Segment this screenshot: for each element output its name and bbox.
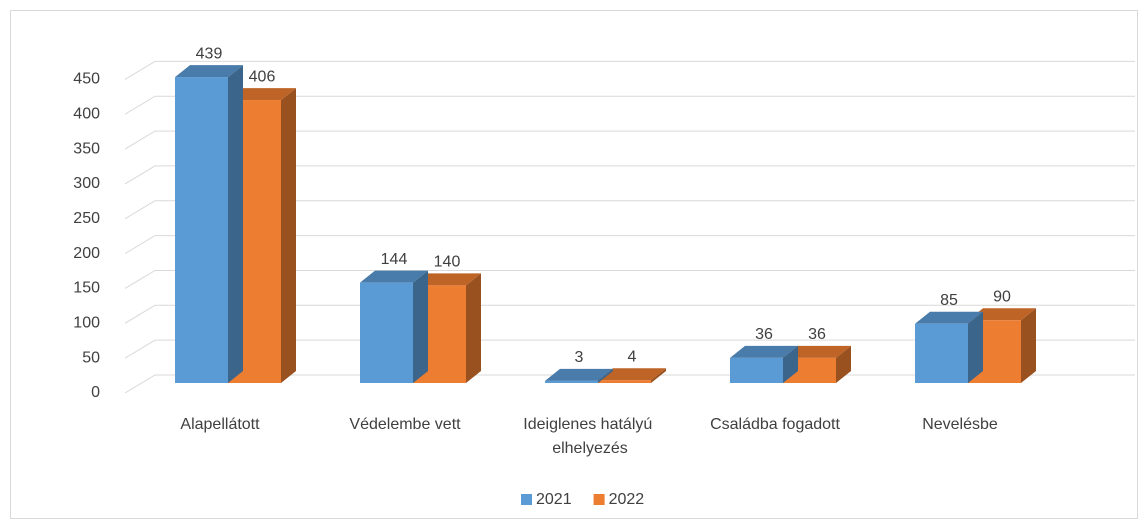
bar <box>175 65 243 383</box>
x-tick-label: Családba fogadott <box>710 416 840 433</box>
bar <box>730 345 798 383</box>
y-tick-label: 300 <box>73 175 100 192</box>
x-tick-label: Alapellátott <box>180 416 260 433</box>
bar-top <box>730 345 798 358</box>
bar <box>545 368 613 383</box>
x-tick-label: Védelembe vett <box>349 416 461 433</box>
grid-line <box>124 95 1135 115</box>
bar-front <box>175 77 228 383</box>
x-tick-label: Nevelésbe <box>922 416 998 433</box>
bar-side <box>598 368 613 383</box>
bar-side <box>228 65 243 383</box>
bar-front <box>360 282 413 383</box>
bar <box>783 345 851 383</box>
bar <box>915 311 983 383</box>
bar-top <box>228 88 296 101</box>
bar-side <box>783 345 798 383</box>
bar-top <box>968 308 1036 321</box>
bar <box>598 368 666 383</box>
bar-front <box>545 380 598 383</box>
y-tick-label: 200 <box>73 245 100 262</box>
y-tick-label: 0 <box>91 384 100 401</box>
data-label: 406 <box>249 68 276 85</box>
bar-top <box>598 368 666 381</box>
grid-line <box>124 200 1135 220</box>
y-tick-label: 50 <box>82 349 100 366</box>
grid-line <box>124 130 1135 150</box>
data-label: 4 <box>628 348 637 365</box>
legend-swatch <box>521 494 532 505</box>
bar-side <box>413 270 428 383</box>
grid-line <box>124 165 1135 185</box>
bar-side <box>281 88 296 383</box>
data-label: 90 <box>993 288 1011 305</box>
data-label: 36 <box>808 326 826 343</box>
grid-line <box>124 60 1135 80</box>
bar-side <box>836 345 851 383</box>
data-label: 36 <box>755 326 773 343</box>
legend-label: 2021 <box>536 491 572 508</box>
grid-line <box>124 235 1135 255</box>
y-tick-label: 450 <box>73 71 100 88</box>
bar <box>360 270 428 383</box>
y-tick-label: 400 <box>73 105 100 122</box>
grid-line <box>124 304 1135 324</box>
data-label: 3 <box>575 349 584 366</box>
bar-front <box>915 323 968 383</box>
bar-top <box>413 273 481 286</box>
y-tick-label: 150 <box>73 280 100 297</box>
bar-side <box>968 311 983 383</box>
grid-line <box>124 339 1135 359</box>
bar-top <box>360 270 428 283</box>
bar-top <box>783 345 851 358</box>
bar-top <box>545 368 613 381</box>
grid-line <box>124 269 1135 289</box>
y-tick-label: 250 <box>73 210 100 227</box>
bar-front <box>730 357 783 383</box>
bar-front <box>598 380 651 383</box>
data-label: 439 <box>196 45 223 62</box>
bar-side <box>466 273 481 383</box>
legend-swatch <box>593 494 605 505</box>
data-label: 85 <box>940 292 958 309</box>
bar-side <box>1021 308 1036 383</box>
y-tick-label: 350 <box>73 140 100 157</box>
bar-top <box>175 65 243 78</box>
x-tick-label: Ideiglenes hatályú elhelyezés <box>523 416 656 457</box>
bar-side <box>651 368 666 383</box>
data-label: 144 <box>381 251 408 268</box>
y-tick-label: 100 <box>73 315 100 332</box>
bar-top <box>915 311 983 324</box>
legend-label: 2022 <box>609 491 645 508</box>
data-label: 140 <box>434 254 461 271</box>
